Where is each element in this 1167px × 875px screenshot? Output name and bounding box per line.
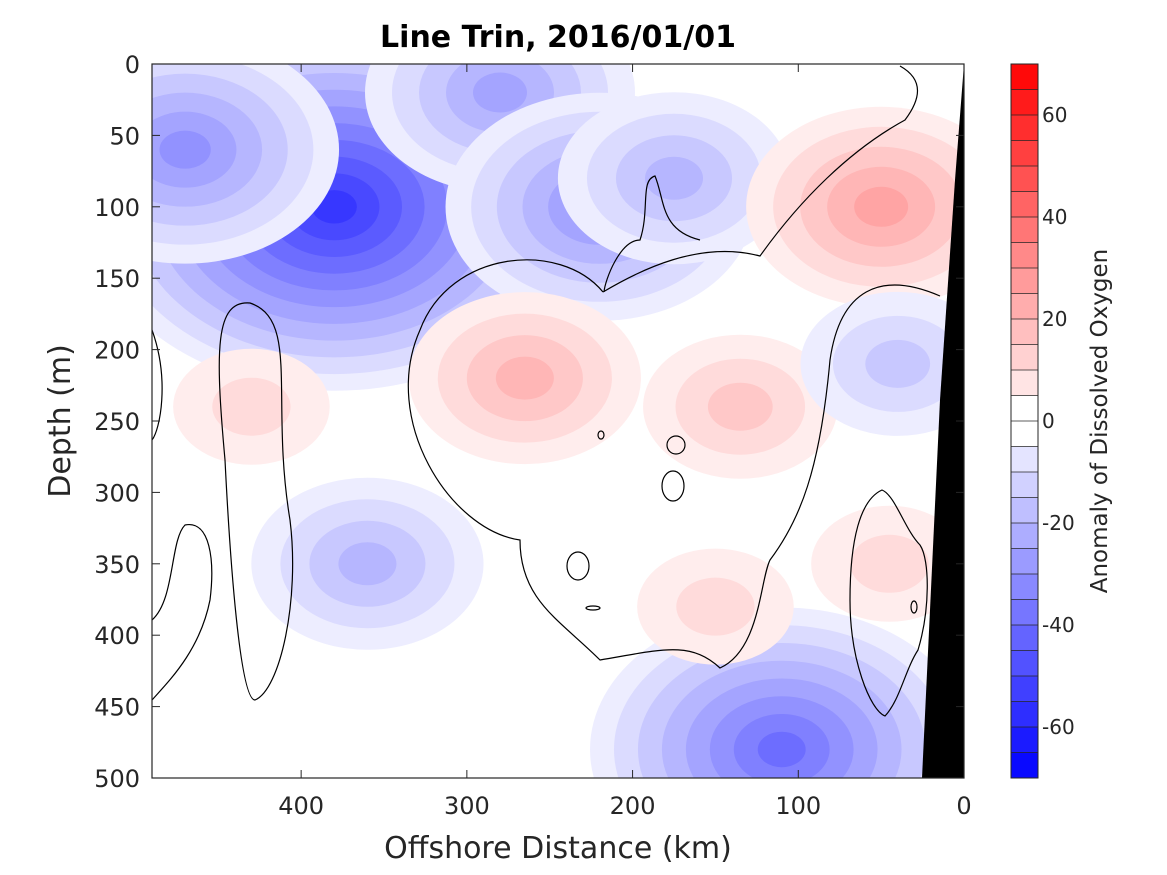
colorbar-segment — [1011, 140, 1038, 166]
colorbar-segment — [1011, 421, 1038, 447]
zero-contour-line — [585, 605, 601, 611]
colorbar-segment — [1011, 701, 1038, 727]
zero-contour-lines — [152, 65, 941, 717]
anomaly-contour-level — [212, 377, 291, 436]
y-tick-label: 400 — [94, 622, 140, 650]
colorbar-segment — [1011, 650, 1038, 676]
colorbar-frame — [1010, 63, 1039, 779]
colorbar-segment — [1011, 523, 1038, 549]
y-tick-label: 0 — [125, 51, 140, 79]
y-tick-label: 50 — [109, 122, 140, 150]
anomaly-field — [152, 64, 964, 778]
colorbar-segment — [1011, 89, 1038, 115]
land-mask — [922, 64, 964, 778]
anomaly-contour-level — [854, 186, 909, 227]
zero-contour-line — [603, 175, 701, 293]
zero-contour-line — [407, 259, 941, 669]
anomaly-contour-level — [865, 339, 931, 388]
colorbar-tick-label: 0 — [1042, 409, 1055, 433]
y-tick-label: 300 — [94, 479, 140, 507]
anomaly-contour-level — [644, 156, 704, 200]
anomaly-contour-level — [473, 72, 527, 113]
colorbar-segment — [1011, 574, 1038, 600]
x-axis: 400 300 200 100 0 — [278, 64, 972, 820]
anomaly-contour-level — [850, 534, 929, 593]
zero-contour-line — [218, 302, 294, 701]
colorbar-tick-label: 20 — [1042, 307, 1067, 331]
anomaly-contour-level — [757, 731, 806, 768]
anomaly-contour-level — [338, 542, 397, 586]
zero-contour-line — [661, 470, 685, 502]
colorbar-segment — [1011, 395, 1038, 421]
colorbar-segment — [1011, 497, 1038, 523]
colorbar-segment — [1011, 115, 1038, 141]
colorbar-segment — [1011, 217, 1038, 243]
anomaly-contour-level — [159, 130, 211, 169]
colorbar-tick-label: 40 — [1042, 205, 1067, 229]
colorbar-segment — [1011, 727, 1038, 753]
y-axis-label: Depth (m) — [43, 344, 78, 498]
colorbar-segment — [1011, 319, 1038, 345]
x-axis-label: Offshore Distance (km) — [384, 831, 732, 866]
colorbar-segment — [1011, 446, 1038, 472]
zero-contour-line — [666, 435, 686, 455]
zero-contour-line — [152, 524, 213, 701]
colorbar-segment — [1011, 625, 1038, 651]
anomaly-contour-level — [676, 577, 755, 636]
y-tick-label: 250 — [94, 408, 140, 436]
y-tick-label: 350 — [94, 551, 140, 579]
colorbar: 60 40 20 0 -20 -40 -60 — [1010, 63, 1075, 779]
x-tick-label: 100 — [775, 792, 821, 820]
y-tick-label: 100 — [94, 194, 140, 222]
zero-contour-line — [602, 65, 918, 293]
x-tick-label: 300 — [444, 792, 490, 820]
anomaly-contour-level — [495, 356, 554, 400]
zero-contour-line — [910, 600, 918, 614]
colorbar-segment — [1011, 242, 1038, 268]
colorbar-segment — [1011, 191, 1038, 217]
colorbar-segment — [1011, 370, 1038, 396]
colorbar-tick-label: -40 — [1042, 613, 1075, 637]
y-axis: 0 50 100 150 200 250 300 350 400 450 500 — [94, 51, 964, 793]
anomaly-contour-level — [707, 382, 773, 431]
colorbar-segment — [1011, 344, 1038, 370]
zero-contour-line — [566, 551, 590, 581]
y-tick-label: 150 — [94, 265, 140, 293]
colorbar-segment — [1011, 166, 1038, 192]
colorbar-segment — [1011, 64, 1038, 90]
colorbar-segment — [1011, 293, 1038, 319]
zero-contour-line — [849, 489, 928, 717]
x-tick-label: 0 — [956, 792, 971, 820]
colorbar-segment — [1011, 752, 1038, 778]
zero-contour-line — [597, 430, 605, 440]
y-tick-label: 500 — [94, 765, 140, 793]
x-tick-label: 200 — [610, 792, 656, 820]
colorbar-segment — [1011, 676, 1038, 702]
y-tick-label: 450 — [94, 694, 140, 722]
colorbar-tick-label: -20 — [1042, 511, 1075, 535]
zero-contour-line — [152, 329, 163, 441]
colorbar-segment — [1011, 472, 1038, 498]
chart-title: Line Trin, 2016/01/01 — [380, 20, 736, 55]
y-tick-label: 200 — [94, 337, 140, 365]
colorbar-segment — [1011, 599, 1038, 625]
colorbar-segment — [1011, 548, 1038, 574]
colorbar-segment — [1011, 268, 1038, 294]
x-tick-label: 400 — [278, 792, 324, 820]
colorbar-tick-label: -60 — [1042, 715, 1075, 739]
colorbar-label: Anomaly of Dissolved Oxygen — [1087, 249, 1113, 594]
plot-area — [152, 64, 964, 778]
colorbar-tick-label: 60 — [1042, 103, 1067, 127]
